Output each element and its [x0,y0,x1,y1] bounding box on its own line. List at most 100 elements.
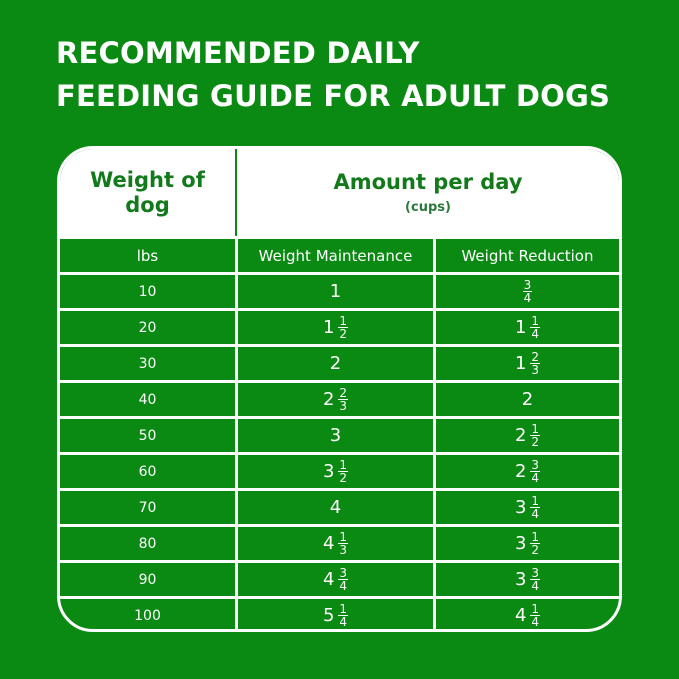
whole-part: 3 [329,425,342,446]
weight-header-line2: dog [125,192,170,217]
numerator: 1 [530,494,541,508]
fraction: 2 3 [338,386,349,412]
reduction-cell: 2 [436,383,619,416]
table-row: 30 2 1 2 3 [60,347,619,383]
numerator: 1 [530,530,541,544]
denominator: 4 [339,579,348,593]
numerator: 1 [338,530,349,544]
whole-part: 4 [514,605,527,626]
denominator: 3 [531,363,540,377]
weight-cell: 40 [60,383,238,416]
amount-header-unit: (cups) [405,200,451,215]
reduction-cell: 1 2 3 [436,347,619,380]
denominator: 2 [339,327,348,341]
table-row: 90 4 3 4 3 3 4 [60,563,619,599]
whole-part: 5 [322,605,335,626]
whole-part: 1 [329,281,342,302]
table-row: 40 2 2 3 2 [60,383,619,419]
fraction: 1 4 [530,494,541,521]
denominator: 2 [531,435,540,449]
fraction: 1 2 [338,459,349,485]
denominator: 4 [531,471,540,485]
numerator: 2 [530,350,541,364]
table-row: 60 3 1 2 2 3 4 [60,455,619,491]
title-line-1: RECOMMENDED DAILY [56,36,420,70]
denominator: 2 [339,471,348,485]
whole-part: 2 [514,461,527,482]
table-row: 100 5 1 4 4 1 4 [60,599,619,629]
numerator: 3 [338,566,349,580]
title-line-2: FEEDING GUIDE FOR ADULT DOGS [56,79,611,113]
denominator: 4 [531,327,540,341]
fraction: 3 4 [522,278,533,305]
fraction: 1 2 [530,422,541,449]
reduction-cell: 3 3 4 [436,563,619,596]
reduction-cell: 1 1 4 [436,311,619,344]
whole-part: 1 [322,317,335,338]
maintenance-cell: 1 [238,275,436,308]
whole-part: 4 [329,497,342,518]
reduction-cell: 3 1 2 [436,527,619,560]
maintenance-header: Weight Maintenance [238,239,436,272]
fraction: 3 4 [338,566,349,593]
page-title: RECOMMENDED DAILY FEEDING GUIDE FOR ADUL… [56,32,610,118]
table-row: 20 1 1 2 1 1 4 [60,311,619,347]
reduction-cell: 3 1 4 [436,491,619,524]
table-header: Weight of dog Amount per day (cups) [60,149,619,239]
maintenance-cell: 4 [238,491,436,524]
whole-part: 1 [514,317,527,338]
weight-cell: 60 [60,455,238,488]
numerator: 1 [530,602,541,616]
maintenance-cell: 2 2 3 [238,383,436,416]
denominator: 4 [531,579,540,593]
maintenance-cell: 2 [238,347,436,380]
denominator: 4 [531,507,540,521]
whole-part: 3 [514,533,527,554]
weight-cell: 30 [60,347,238,380]
numerator: 3 [530,566,541,580]
weight-cell: 20 [60,311,238,344]
fraction: 1 4 [530,315,541,341]
amount-header: Amount per day (cups) [237,149,619,236]
fraction: 2 3 [530,350,541,377]
table-row: 80 4 1 3 3 1 2 [60,527,619,563]
fraction: 1 3 [338,530,349,557]
fraction: 1 4 [530,602,541,628]
whole-part: 2 [322,389,335,410]
whole-part: 3 [514,569,527,590]
table-row: 70 4 3 1 4 [60,491,619,527]
denominator: 4 [523,291,532,305]
denominator: 3 [339,543,348,557]
numerator: 1 [530,422,541,436]
maintenance-cell: 5 1 4 [238,599,436,629]
numerator: 3 [522,278,533,292]
whole-part: 3 [514,497,527,518]
fraction: 1 2 [530,530,541,556]
denominator: 4 [339,615,348,629]
reduction-header: Weight Reduction [461,246,594,265]
weight-cell: 50 [60,419,238,452]
weight-header: Weight of dog [60,149,237,236]
numerator: 1 [338,602,349,616]
fraction: 1 4 [338,602,349,629]
maintenance-cell: 3 1 2 [238,455,436,488]
table-row: 10 1 3 4 [60,275,619,311]
whole-part: 1 [514,353,527,374]
weight-cell: 100 [60,599,238,629]
whole-part: 4 [322,533,335,554]
numerator: 2 [338,386,349,400]
whole-part: 3 [322,461,335,482]
fraction: 1 2 [338,314,349,341]
numerator: 3 [530,458,541,472]
maintenance-cell: 1 1 2 [238,311,436,344]
table-row: 50 3 2 1 2 [60,419,619,455]
maintenance-cell: 3 [238,419,436,452]
fraction: 3 4 [530,566,541,593]
reduction-cell: 2 3 4 [436,455,619,488]
feeding-table: Weight of dog Amount per day (cups) lbs … [57,146,622,632]
weight-cell: 90 [60,563,238,596]
whole-part: 2 [329,353,342,374]
numerator: 1 [338,314,349,328]
whole-part: 4 [322,569,335,590]
fraction: 3 4 [530,458,541,485]
